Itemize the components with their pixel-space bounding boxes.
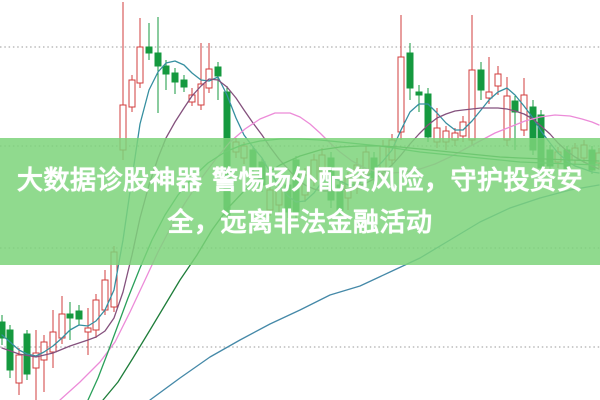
candle-body <box>136 46 144 84</box>
candle-body <box>520 94 528 131</box>
candle-body <box>197 83 205 106</box>
candle-body <box>477 69 485 91</box>
candle-body <box>503 95 511 141</box>
candle-body <box>214 66 222 77</box>
candle-body <box>128 79 136 108</box>
candle-body <box>180 79 188 88</box>
candle-body <box>145 46 153 54</box>
candle-body <box>171 72 179 83</box>
candle-body <box>32 352 40 369</box>
candle-body <box>75 310 83 320</box>
candle-body <box>188 94 196 103</box>
candle-body <box>84 327 92 333</box>
candle-body <box>415 91 423 96</box>
candle-body <box>49 331 57 353</box>
risk-warning-banner: 大数据诊股神器 警惕场外配资风险，守护投资安 全，远离非法金融活动 <box>0 138 600 265</box>
candle-body <box>40 341 48 361</box>
candle-body <box>468 69 476 141</box>
candle-body <box>0 321 6 339</box>
candle-body <box>459 121 467 137</box>
candle-body <box>424 93 432 138</box>
banner-text-line2: 全，远离非法金融活动 <box>167 207 433 238</box>
candle-body <box>511 100 519 113</box>
candle-body <box>494 73 502 87</box>
candle-body <box>15 354 23 384</box>
candle-body <box>485 91 493 99</box>
candle-body <box>406 52 414 89</box>
candle-body <box>58 313 66 339</box>
candle-body <box>154 52 162 67</box>
candle-body <box>397 56 405 133</box>
candle-body <box>92 299 100 331</box>
candle-body <box>162 65 170 75</box>
banner-text-line1: 大数据诊股神器 警惕场外配资风险，守护投资安 <box>16 165 584 196</box>
candle-body <box>66 313 74 319</box>
